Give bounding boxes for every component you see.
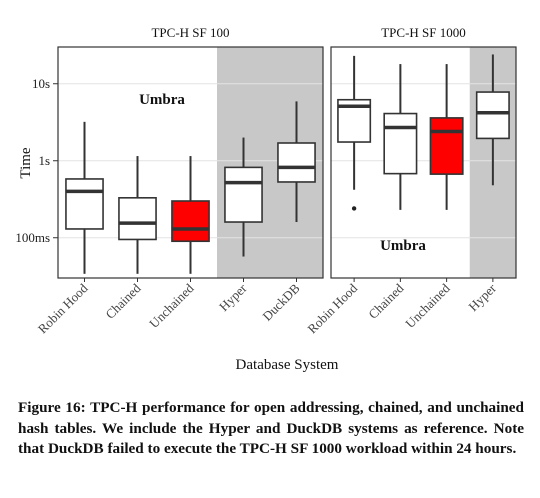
box-panel1-duckdb bbox=[277, 142, 316, 183]
panel-border-1 bbox=[57, 46, 324, 279]
x-tick-label-panel1-chained: Chained bbox=[102, 280, 144, 322]
box-panel2-hyper bbox=[475, 91, 510, 140]
box-panel2-unchained bbox=[429, 117, 464, 175]
y-tick-label-100ms: 100ms bbox=[15, 230, 50, 245]
panel-annotation-1: Umbra bbox=[139, 92, 185, 108]
y-tick-label-10s: 10s bbox=[32, 76, 50, 91]
x-tick-label-panel2-chained: Chained bbox=[365, 280, 407, 322]
x-tick-label-panel1-unchained: Unchained bbox=[146, 280, 197, 331]
panel-annotation-2: Umbra bbox=[380, 238, 426, 254]
panel-title-2: TPC-H SF 1000 bbox=[381, 25, 466, 40]
box-panel1-chained bbox=[118, 197, 157, 241]
x-tick-label-panel2-hyper: Hyper bbox=[465, 280, 499, 314]
x-tick-label-panel1-robin-hood: Robin Hood bbox=[35, 280, 91, 336]
x-tick-label-panel1-hyper: Hyper bbox=[216, 280, 250, 314]
y-axis-label: Time bbox=[18, 147, 34, 178]
box-panel1-robin-hood bbox=[65, 178, 104, 230]
x-axis-label: Database System bbox=[236, 357, 339, 373]
panel-title-1: TPC-H SF 100 bbox=[151, 25, 229, 40]
box-panel1-unchained bbox=[171, 200, 210, 243]
box-panel2-chained bbox=[383, 112, 418, 175]
panel-border-2 bbox=[330, 46, 517, 279]
x-tick-label-panel2-unchained: Unchained bbox=[402, 280, 453, 331]
y-tick-label-1s: 1s bbox=[38, 153, 50, 168]
x-tick-label-panel1-duckdb: DuckDB bbox=[259, 280, 303, 324]
boxplot-figure: 100ms 1s 10s Time Database System TPC-H SF 10… bbox=[15, 25, 517, 373]
figure-caption: Figure 16: TPC-H performance for open ad… bbox=[18, 399, 524, 457]
outlier-panel2-robin-hood bbox=[351, 206, 357, 211]
x-tick-label-panel2-robin-hood: Robin Hood bbox=[304, 280, 360, 336]
box-panel1-hyper bbox=[224, 166, 263, 223]
